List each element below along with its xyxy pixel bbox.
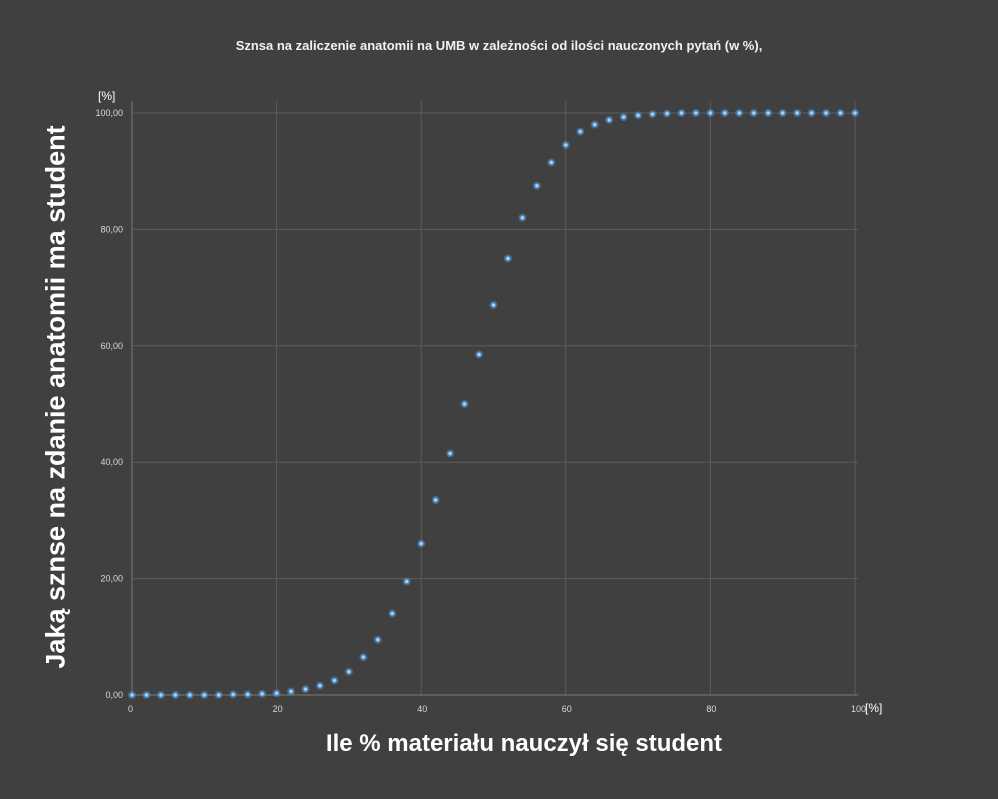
data-point bbox=[274, 690, 280, 696]
data-point bbox=[736, 110, 742, 116]
data-point bbox=[563, 142, 569, 148]
data-point bbox=[317, 683, 323, 689]
y-tick-label: 100,00 bbox=[95, 108, 123, 118]
data-point bbox=[606, 117, 612, 123]
data-point bbox=[259, 691, 265, 697]
data-point bbox=[823, 110, 829, 116]
data-point bbox=[852, 110, 858, 116]
axes bbox=[131, 101, 858, 696]
data-point bbox=[187, 692, 193, 698]
data-point bbox=[650, 111, 655, 117]
data-point bbox=[520, 215, 525, 221]
data-point bbox=[621, 114, 627, 120]
x-tick-label: 40 bbox=[417, 704, 427, 714]
data-point bbox=[158, 692, 164, 698]
data-point bbox=[433, 497, 439, 503]
data-point bbox=[592, 122, 598, 128]
data-point bbox=[462, 401, 467, 407]
data-point bbox=[346, 669, 352, 675]
data-point bbox=[332, 678, 337, 683]
data-point bbox=[505, 256, 511, 261]
grid-lines bbox=[131, 101, 858, 696]
y-tick-label: 60,00 bbox=[100, 341, 123, 351]
y-axis-unit: [%] bbox=[98, 89, 116, 103]
data-point bbox=[389, 611, 395, 616]
data-point bbox=[548, 160, 554, 165]
x-tick-label: 80 bbox=[706, 704, 716, 714]
data-point bbox=[635, 112, 641, 118]
data-point bbox=[129, 692, 135, 698]
data-point bbox=[303, 686, 308, 692]
data-point bbox=[172, 692, 178, 698]
data-point bbox=[404, 579, 410, 584]
data-point bbox=[708, 110, 713, 116]
y-tick-label: 40,00 bbox=[100, 457, 123, 467]
data-point bbox=[794, 110, 800, 116]
x-axis-label: Ile % materiału nauczył się student bbox=[325, 730, 723, 757]
data-point bbox=[418, 541, 424, 547]
x-axis-unit: [%] bbox=[865, 701, 883, 715]
y-axis-label: Jaką sznse na zdanie anatomii ma student bbox=[40, 125, 71, 669]
data-point bbox=[780, 110, 786, 116]
data-point bbox=[693, 110, 699, 116]
y-tick-label: 80,00 bbox=[100, 224, 123, 234]
data-point bbox=[447, 451, 453, 456]
data-point bbox=[230, 692, 236, 697]
data-point bbox=[201, 692, 207, 698]
data-point bbox=[288, 689, 294, 694]
data-point bbox=[360, 654, 366, 660]
data-point bbox=[679, 110, 684, 116]
data-point bbox=[664, 111, 670, 116]
chart-title: Sznsa na zaliczenie anatomii na UMB w za… bbox=[235, 38, 763, 53]
data-point bbox=[838, 110, 843, 116]
data-point bbox=[809, 110, 815, 116]
data-point bbox=[534, 183, 540, 189]
data-point bbox=[491, 302, 496, 308]
x-tick-label: 100 bbox=[851, 704, 866, 714]
data-point bbox=[375, 637, 381, 643]
x-tick-label: 60 bbox=[562, 704, 572, 714]
y-tick-label: 0,00 bbox=[105, 690, 123, 700]
x-tick-label: 20 bbox=[273, 704, 283, 714]
data-point bbox=[765, 110, 771, 116]
y-tick-labels: 0,00 20,00 40,00 60,00 80,00 100,00 bbox=[95, 108, 123, 700]
data-point bbox=[577, 129, 583, 135]
x-tick-label: 0 bbox=[128, 704, 133, 714]
data-points bbox=[128, 109, 859, 699]
data-point bbox=[722, 110, 728, 116]
data-point bbox=[751, 110, 757, 116]
x-tick-labels: 0 20 40 60 80 100 bbox=[128, 704, 866, 714]
data-point bbox=[476, 352, 482, 357]
data-point bbox=[245, 692, 251, 697]
data-point bbox=[144, 692, 149, 698]
data-point bbox=[216, 692, 222, 698]
y-tick-label: 20,00 bbox=[100, 574, 123, 584]
